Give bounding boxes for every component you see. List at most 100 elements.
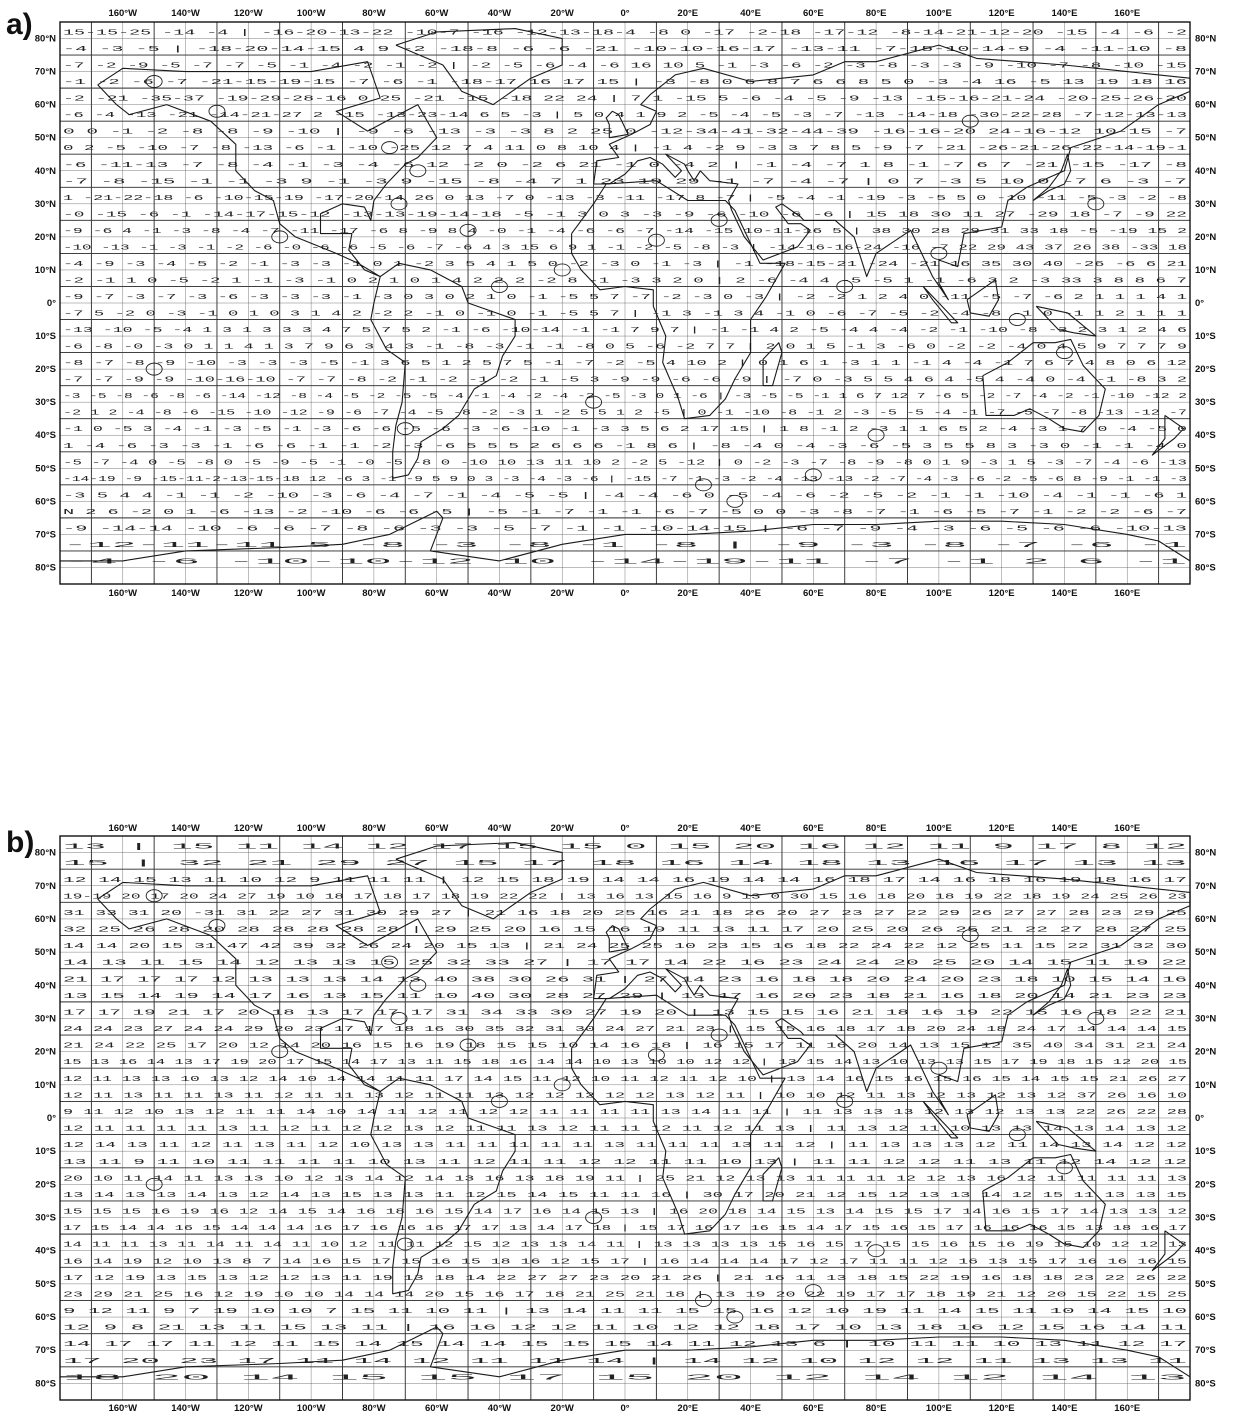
cell-value-row: 12 14 15 13 11 10 12 9 11 11 11 | 12 15 … bbox=[63, 877, 1187, 885]
circle-mark bbox=[695, 478, 712, 492]
cell-value-row: -6 -4 -13 -21 -14-21-27 2 -15 -13-23-14 … bbox=[63, 112, 1188, 120]
circle-mark bbox=[930, 246, 948, 260]
cell-value-row: 19-19 20 17 20 24 27 19 10 18 17 18 17 1… bbox=[63, 893, 1188, 901]
coastline-path bbox=[395, 842, 563, 920]
top-lon-label: 140°W bbox=[171, 8, 200, 19]
cell-value-row: 15 15 15 16 19 16 12 14 15 14 16 18 16 1… bbox=[63, 1209, 1188, 1217]
coastline-path bbox=[922, 286, 959, 324]
left-lat-label: 20°N bbox=[35, 1047, 56, 1058]
left-lat-label: 80°N bbox=[35, 848, 56, 859]
circled-values bbox=[145, 889, 1105, 1324]
right-lat-label: 10°N bbox=[1195, 265, 1216, 276]
right-lat-label: 20°N bbox=[1195, 232, 1216, 243]
coastline-path bbox=[370, 262, 516, 479]
right-lat-label: 80°S bbox=[1195, 1378, 1216, 1389]
circle-mark bbox=[930, 1061, 948, 1075]
right-lat-label: 0° bbox=[1195, 298, 1204, 309]
coastline-path bbox=[593, 858, 1191, 1116]
circle-mark bbox=[409, 164, 427, 178]
bottom-lon-label: 120°W bbox=[234, 588, 263, 599]
bottom-lon-label: 120°E bbox=[989, 1403, 1015, 1414]
circle-mark bbox=[381, 141, 399, 155]
right-lat-label: 80°S bbox=[1195, 562, 1216, 573]
left-lat-label: 80°S bbox=[35, 562, 56, 573]
left-lat-label: 20°N bbox=[35, 232, 56, 243]
top-lon-label: 100°E bbox=[926, 823, 952, 834]
cell-value-row: -3 5 4 4 -1 -1 -2 -10 -3 -6 -4 -7 -1 -4 … bbox=[63, 492, 1188, 500]
cell-value-row: 9 12 11 9 7 19 10 10 7 15 11 10 11 | 13 … bbox=[63, 1308, 1188, 1316]
cell-value-row: -1 0 -5 3 -4 -1 -3 -5 -1 -3 -6 -6 -5 -6 … bbox=[63, 426, 1188, 434]
bottom-lon-label: 60°W bbox=[425, 588, 448, 599]
panel-a-label: a) bbox=[6, 8, 33, 41]
circle-mark bbox=[390, 197, 408, 211]
right-lat-label: 60°N bbox=[1195, 100, 1216, 111]
circle-mark bbox=[961, 929, 979, 942]
left-lat-label: 0° bbox=[47, 1113, 56, 1124]
cell-value-row: -8 -7 -8 -9 -10 -3 -3 -3 -5 -1 3 6 5 1 2… bbox=[63, 360, 1188, 368]
circle-mark bbox=[961, 114, 979, 128]
top-lon-label: 160°E bbox=[1114, 8, 1140, 19]
circle-mark bbox=[1008, 1128, 1026, 1142]
bottom-lon-label: 40°W bbox=[488, 1403, 511, 1414]
circle-mark bbox=[208, 919, 226, 933]
cell-value-row: 13 | 15 11 14 12 17 15 15 0 15 20 16 12 … bbox=[63, 844, 1189, 852]
left-lat-label: 60°N bbox=[35, 914, 56, 925]
right-lat-label: 60°S bbox=[1195, 1312, 1216, 1323]
cell-value-row: -2 -21 -35-37 -19-29-28-16 0 25 -21 -15 … bbox=[63, 96, 1188, 104]
circle-mark bbox=[459, 1038, 477, 1052]
bottom-lon-label: 100°E bbox=[926, 1403, 952, 1414]
top-lon-label: 60°W bbox=[425, 823, 448, 834]
top-lon-label: 100°E bbox=[926, 8, 952, 19]
circle-mark bbox=[867, 1244, 885, 1258]
left-lat-label: 60°N bbox=[35, 100, 56, 111]
coastline-path bbox=[762, 342, 783, 387]
circle-mark bbox=[585, 395, 603, 409]
coastline-path bbox=[982, 338, 1106, 433]
circle-mark bbox=[726, 494, 744, 508]
top-lon-label: 60°E bbox=[803, 823, 824, 834]
cell-value-row: 18 20 14 15 15 17 15 20 12 14 12 14 13 bbox=[63, 1374, 1190, 1382]
left-lat-label: 10°S bbox=[35, 1146, 56, 1157]
right-lat-label: 60°N bbox=[1195, 914, 1216, 925]
bottom-lon-label: 20°E bbox=[677, 1403, 698, 1414]
cell-value-row: 17 20 23 17 11 14 12 11 11 14 | 14 12 10… bbox=[63, 1358, 1189, 1366]
cell-value-row: 23 29 21 25 16 12 19 10 10 14 14 14 20 1… bbox=[63, 1291, 1188, 1299]
circle-mark bbox=[647, 233, 665, 247]
cell-value-row: 13 14 13 13 14 13 12 14 13 15 13 13 11 1… bbox=[63, 1192, 1188, 1200]
cell-value-row: -14-19 -9 -15-11-2-13-15-18 12 -6 3 -1 -… bbox=[63, 476, 1188, 484]
top-lon-label: 20°E bbox=[677, 823, 698, 834]
right-lat-label: 0° bbox=[1195, 1113, 1204, 1124]
cell-value-row: 12 11 13 11 11 13 11 12 11 11 13 12 11 1… bbox=[63, 1092, 1188, 1100]
right-lat-label: 40°N bbox=[1195, 980, 1216, 991]
bottom-lon-label: 40°E bbox=[740, 588, 761, 599]
bottom-lon-label: 40°E bbox=[740, 1403, 761, 1414]
cell-value-row: -7 5 -2 0 -3 -1 0 1 0 3 1 4 2 -2 2 -1 0 … bbox=[63, 311, 1188, 319]
circle-mark bbox=[647, 1048, 665, 1062]
circle-mark bbox=[490, 280, 508, 293]
circle-mark bbox=[1055, 1161, 1073, 1175]
circle-mark bbox=[381, 955, 399, 969]
cell-value-row: -3 -5 -8 -6 -8 -6 -14 -12 -8 -4 -5 -2 -5… bbox=[63, 393, 1188, 401]
cell-value-row: 9 11 12 10 13 12 11 11 14 10 14 11 12 11… bbox=[63, 1109, 1188, 1117]
cell-value-row: 16 14 19 12 10 13 8 7 14 16 15 17 15 16 … bbox=[63, 1258, 1188, 1266]
left-lat-label: 10°N bbox=[35, 265, 56, 276]
coastline-path bbox=[605, 110, 629, 139]
coastline-path bbox=[571, 180, 786, 420]
cell-value-row: -2 -1 1 0 -5 -2 1 -1 -3 -1 0 2 1 0 1 4 2… bbox=[63, 277, 1187, 285]
coastline-path bbox=[395, 28, 563, 106]
cell-values: 13 | 15 11 14 12 17 15 15 0 15 20 16 12 … bbox=[63, 844, 1190, 1383]
cell-value-row: 17 15 14 14 16 15 14 14 14 16 17 16 16 1… bbox=[63, 1225, 1187, 1233]
cell-values: 15-15-25 -14 -4 | -16-20-13-22 -10-7 -16… bbox=[63, 30, 1190, 567]
left-lat-label: 40°N bbox=[35, 166, 56, 177]
coastline-path bbox=[97, 875, 438, 1093]
cell-value-row: 0 0 -1 -2 -8 -8 -9 -10 | -9 -6 -13 -3 -3… bbox=[63, 129, 1187, 137]
cell-value-row: 21 24 22 25 17 20 12 14 20 16 15 16 19 1… bbox=[63, 1043, 1188, 1051]
circle-mark bbox=[804, 468, 822, 482]
circle-mark bbox=[836, 280, 854, 293]
circle-mark bbox=[1087, 1012, 1105, 1025]
right-lat-label: 30°S bbox=[1195, 397, 1216, 408]
top-lon-label: 40°E bbox=[740, 823, 761, 834]
left-lat-label: 70°S bbox=[35, 1345, 56, 1356]
top-lon-label: 60°E bbox=[803, 8, 824, 19]
bottom-lon-label: 140°E bbox=[1051, 588, 1077, 599]
